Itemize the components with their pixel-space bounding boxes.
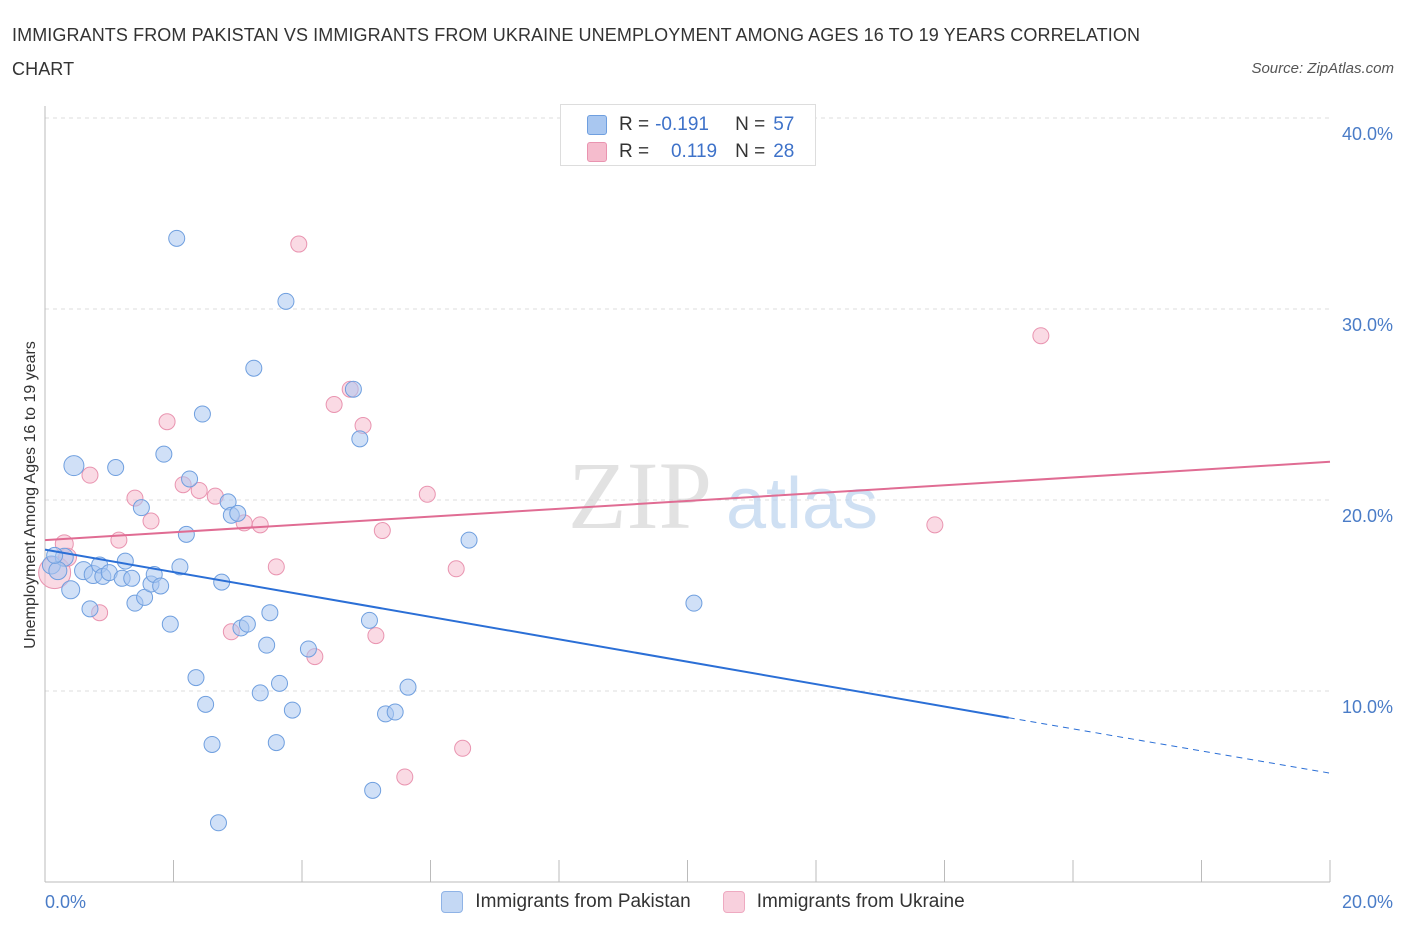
pakistan-point <box>245 359 263 377</box>
ukraine-n-label: N = <box>735 141 766 162</box>
pakistan-point <box>152 577 170 595</box>
pakistan-point <box>177 525 195 543</box>
pakistan-point <box>277 292 295 310</box>
ukraine-trend-line <box>44 460 1331 542</box>
tick-labels: 10.0% 20.0% 30.0% 40.0% 0.0% 20.0% <box>45 124 1393 912</box>
pakistan-trend-extension <box>1008 717 1331 774</box>
pakistan-n-value: 57 <box>773 114 795 135</box>
legend-row-pakistan: R = -0.191 N = 57 <box>587 112 794 138</box>
pakistan-point <box>168 229 186 247</box>
y-tick-label: 40.0% <box>1342 124 1393 144</box>
pakistan-point <box>155 445 173 463</box>
pakistan-r-value: -0.191 <box>655 114 709 135</box>
series-pakistan-points <box>41 229 703 832</box>
ukraine-swatch <box>587 142 607 162</box>
pakistan-n-label: N = <box>735 114 766 135</box>
legend-item-pakistan[interactable]: Immigrants from Pakistan <box>441 891 691 913</box>
x-tick-label: 20.0% <box>1342 892 1393 912</box>
ukraine-point <box>454 739 472 757</box>
pakistan-point <box>460 531 478 549</box>
ukraine-r-label: R = <box>619 141 650 162</box>
pakistan-point <box>360 611 378 629</box>
ukraine-point <box>267 558 285 576</box>
pakistan-point <box>364 781 382 799</box>
y-axis-label: Unemployment Among Ages 16 to 19 years <box>22 341 39 649</box>
pakistan-swatch <box>587 115 607 135</box>
pakistan-trend-line <box>44 548 1009 719</box>
y-tick-label: 30.0% <box>1342 315 1393 335</box>
legend-item-ukraine[interactable]: Immigrants from Ukraine <box>722 891 965 913</box>
series-legend: Immigrants from Pakistan Immigrants from… <box>0 888 1406 916</box>
pakistan-point <box>203 735 221 753</box>
ukraine-point <box>1032 327 1050 345</box>
pakistan-point <box>63 455 85 477</box>
correlation-legend: R = -0.191 N = 57 R = 0.119 N = 28 <box>560 104 816 166</box>
watermark-atlas: atlas <box>726 464 878 544</box>
pakistan-point <box>197 695 215 713</box>
axes <box>44 106 1331 883</box>
pakistan-point <box>81 600 99 618</box>
chart-title: IMMIGRANTS FROM PAKISTAN VS IMMIGRANTS F… <box>12 25 1141 79</box>
pakistan-point <box>193 405 211 423</box>
pakistan-point <box>48 561 68 581</box>
pakistan-point <box>283 701 301 719</box>
ukraine-point <box>926 516 944 534</box>
ukraine-point <box>158 413 176 431</box>
ukraine-point <box>418 485 436 503</box>
pakistan-point <box>258 636 276 654</box>
watermark-zip: ZIP <box>568 442 712 549</box>
pakistan-point <box>351 430 369 448</box>
pakistan-point <box>229 504 247 522</box>
legend-pakistan-label: Immigrants from Pakistan <box>475 891 691 912</box>
ukraine-point <box>325 396 343 413</box>
pakistan-point <box>271 674 289 692</box>
pakistan-point <box>238 615 256 633</box>
pakistan-point <box>123 569 141 587</box>
legend-ukraine-label: Immigrants from Ukraine <box>756 891 965 912</box>
watermark: ZIP atlas <box>568 442 878 549</box>
ukraine-r-value: 0.119 <box>670 141 718 162</box>
pakistan-point <box>399 678 417 696</box>
pakistan-point <box>344 380 362 398</box>
legend-row-ukraine: R = 0.119 N = 28 <box>587 139 794 165</box>
legend-ukraine-swatch <box>722 891 745 913</box>
pakistan-point <box>116 552 134 570</box>
source-label: Source: ZipAtlas.com <box>1251 60 1394 77</box>
pakistan-point <box>171 558 189 576</box>
pakistan-point <box>61 580 81 600</box>
legend-pakistan-swatch <box>441 891 464 913</box>
pakistan-point <box>132 499 150 517</box>
pakistan-r-label: R = <box>619 114 650 135</box>
pakistan-point <box>267 734 285 752</box>
pakistan-point <box>251 684 269 702</box>
x-tick-label: 0.0% <box>45 892 86 912</box>
trend-lines <box>44 460 1331 774</box>
ukraine-point <box>190 481 208 499</box>
pakistan-point <box>181 470 199 488</box>
ukraine-point <box>251 516 269 534</box>
ukraine-point <box>367 627 385 645</box>
pakistan-point <box>107 459 125 477</box>
pakistan-point <box>209 814 227 832</box>
ukraine-point <box>396 768 414 786</box>
ukraine-point <box>373 522 391 540</box>
ukraine-point <box>81 466 99 484</box>
pakistan-point <box>685 594 703 612</box>
pakistan-point <box>161 615 179 633</box>
pakistan-point <box>299 640 317 658</box>
ukraine-point <box>290 235 308 253</box>
ukraine-point <box>142 512 160 530</box>
ukraine-point <box>447 560 465 578</box>
pakistan-point <box>261 604 279 622</box>
pakistan-point <box>386 703 404 721</box>
ukraine-n-value: 28 <box>773 141 795 162</box>
y-tick-label: 20.0% <box>1342 506 1393 526</box>
pakistan-point <box>187 669 205 687</box>
y-tick-label: 10.0% <box>1342 697 1393 717</box>
